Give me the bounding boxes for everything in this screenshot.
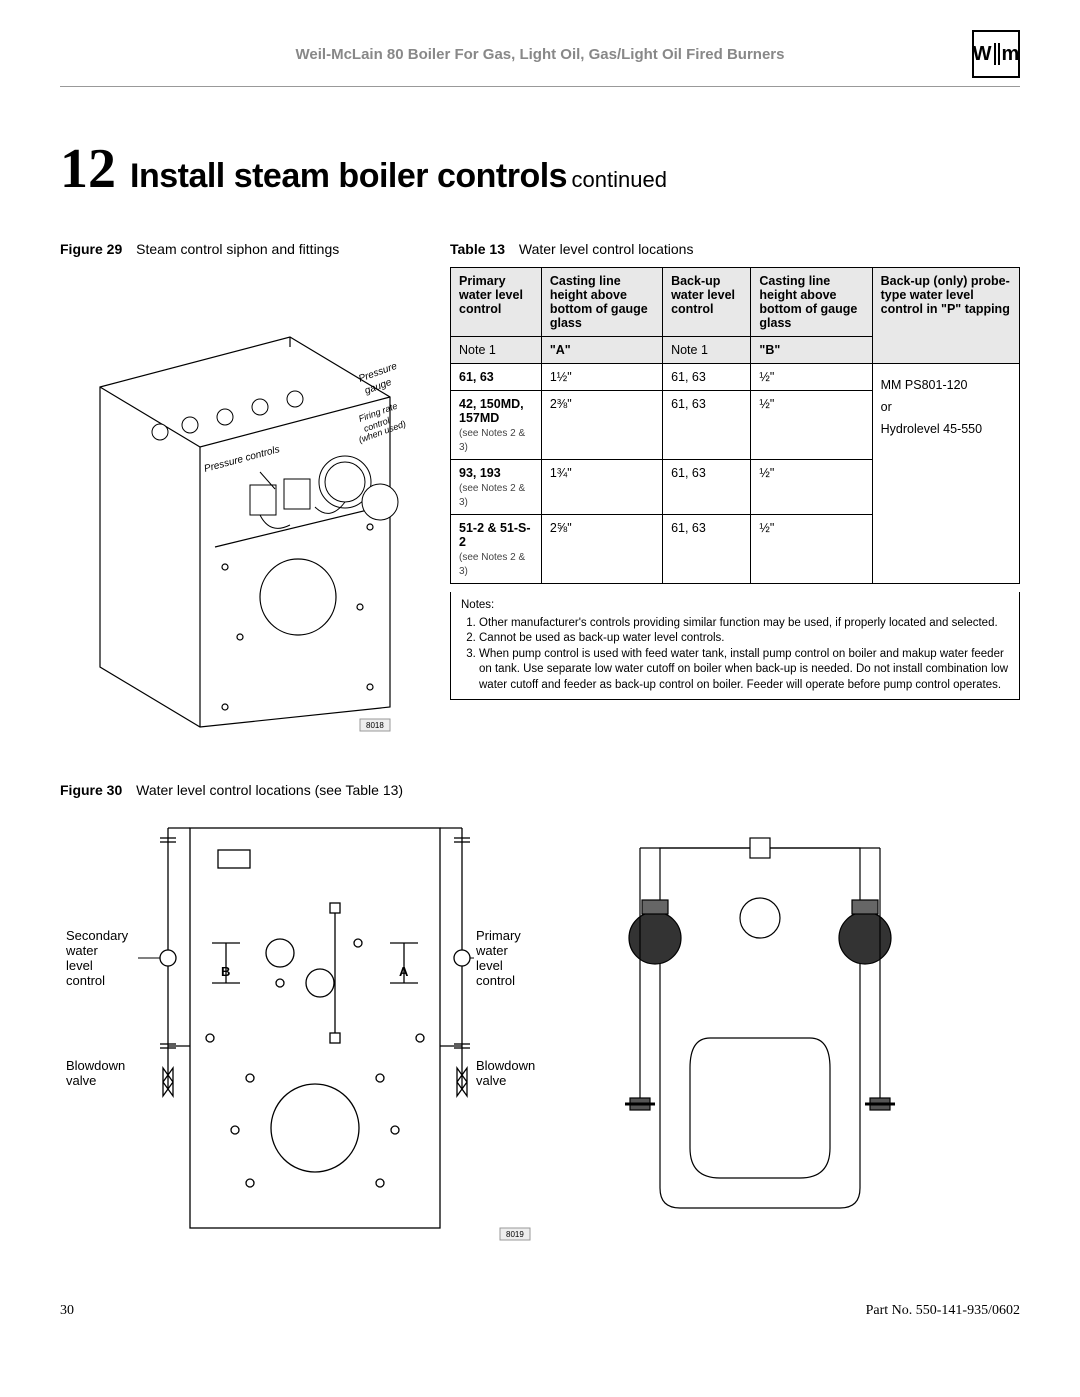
header-title: Weil-McLain 80 Boiler For Gas, Light Oil… [108,46,972,63]
svg-text:Blowdown: Blowdown [476,1058,535,1073]
table-13-caption: Table 13 Water level control locations [450,241,1020,257]
logo-letter-left: W [973,43,992,66]
page-header: Weil-McLain 80 Boiler For Gas, Light Oil… [60,30,1020,87]
section-number: 12 [60,137,116,201]
figure-30-schematic: Secondary water level control Primary wa… [60,808,540,1253]
note-3: When pump control is used with feed wate… [479,647,1009,694]
svg-text:Blowdown: Blowdown [66,1058,125,1073]
svg-text:Primary: Primary [476,928,521,943]
svg-text:Secondary: Secondary [66,928,129,943]
figure-29-caption-text: Steam control siphon and fittings [136,241,339,257]
svg-text:B: B [221,964,230,979]
section-continued: continued [572,167,667,192]
part-number: Part No. 550-141-935/0602 [866,1303,1020,1319]
th-cast-a: Casting line height above bottom of gaug… [541,268,662,337]
svg-text:valve: valve [66,1073,96,1088]
figure-29-label: Figure 29 [60,241,122,257]
probe-cell: MM PS801-120 or Hydrolevel 45-550 [872,364,1019,584]
note-1: Other manufacturer's controls providing … [479,616,1009,632]
svg-text:control: control [66,973,105,988]
th-probe: Back-up (only) probe-type water level co… [872,268,1019,364]
table-13-label: Table 13 [450,241,505,257]
svg-text:water: water [65,943,98,958]
ref-a: "A" [541,337,662,364]
content-row-1: Figure 29 Steam control siphon and fitti… [60,241,1020,742]
table-row: 61, 63 1½" 61, 63 ½" MM PS801-120 or Hyd… [451,364,1020,391]
figure-29-diagram: Pressure gauge Firing rate control (when… [60,267,420,742]
svg-text:level: level [66,958,93,973]
table-13-notes: Notes: Other manufacturer's controls pro… [450,592,1020,700]
ref-b: "B" [751,337,872,364]
th-cast-b: Casting line height above bottom of gaug… [751,268,872,337]
svg-text:8019: 8019 [506,1230,524,1239]
brand-logo: Wm [972,30,1020,78]
page-number: 30 [60,1303,74,1319]
logo-letter-right: m [1002,43,1020,66]
ref-note1a: Note 1 [451,337,542,364]
figure-29-caption: Figure 29 Steam control siphon and fitti… [60,241,420,257]
figure-30-label: Figure 30 [60,782,122,798]
notes-label: Notes: [461,598,1009,614]
fig29-ref: 8018 [366,721,384,730]
boiler-siphon-diagram: Pressure gauge Firing rate control (when… [60,267,420,737]
figure-30-caption: Figure 30 Water level control locations … [60,782,1020,798]
page-footer: 30 Part No. 550-141-935/0602 [60,1303,1020,1319]
th-backup: Back-up water level control [663,268,751,337]
note-2: Cannot be used as back-up water level co… [479,631,1009,647]
figure-30-caption-text: Water level control locations (see Table… [136,782,403,798]
water-level-table: Primary water level control Casting line… [450,267,1020,584]
section-heading: 12 Install steam boiler controls continu… [60,137,1020,201]
table-13-caption-text: Water level control locations [519,241,694,257]
svg-text:level: level [476,958,503,973]
figure-30-block: Figure 30 Water level control locations … [60,782,1020,1253]
svg-text:A: A [399,964,409,979]
ref-note1b: Note 1 [663,337,751,364]
svg-text:water: water [475,943,508,958]
section-title: Install steam boiler controls [130,157,567,195]
figure-29-block: Figure 29 Steam control siphon and fitti… [60,241,420,742]
figure-30-render [600,808,1020,1233]
table-13-block: Table 13 Water level control locations P… [450,241,1020,742]
svg-text:control: control [476,973,515,988]
th-primary: Primary water level control [451,268,542,337]
page: Weil-McLain 80 Boiler For Gas, Light Oil… [0,0,1080,1359]
svg-text:valve: valve [476,1073,506,1088]
